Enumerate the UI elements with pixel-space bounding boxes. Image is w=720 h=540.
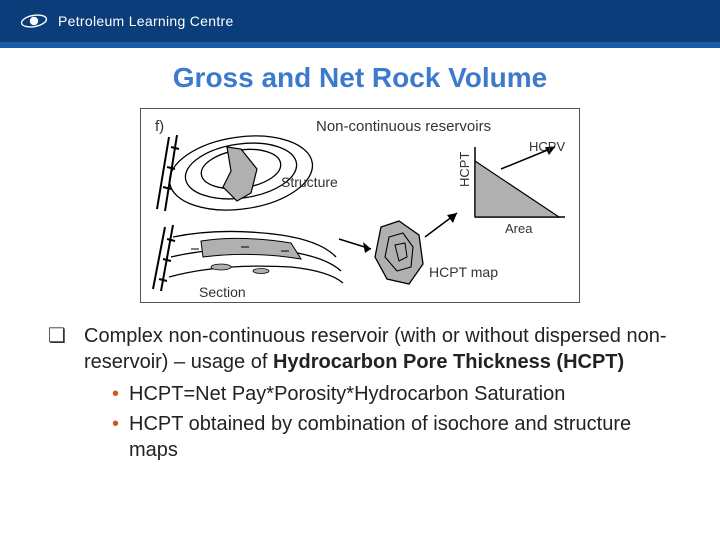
- sub-text-2: HCPT obtained by combination of isochore…: [129, 411, 672, 463]
- main-bullet-text: Complex non-continuous reservoir (with o…: [84, 323, 672, 375]
- hcpv-graph: [475, 147, 565, 217]
- panel-label: f): [155, 118, 164, 135]
- figure-svg: f) Non-continuous reservoirs Structure: [141, 109, 581, 304]
- main-bullet: ❏ Complex non-continuous reservoir (with…: [48, 323, 672, 375]
- logo-icon: [20, 7, 48, 35]
- sub-marker-1: •: [112, 381, 119, 407]
- structure-label: Structure: [281, 174, 338, 190]
- arrow-head-1: [363, 242, 371, 253]
- hcpt-axis-label: HCPT: [457, 152, 472, 187]
- sub-bullet-2: • HCPT obtained by combination of isocho…: [112, 411, 672, 463]
- arrow-head-2: [447, 213, 457, 223]
- sub-text-1: HCPT=Net Pay*Porosity*Hydrocarbon Satura…: [129, 381, 565, 407]
- main-text-bold: Hydrocarbon Pore Thickness (HCPT): [273, 351, 624, 373]
- structure-faults: [157, 135, 179, 211]
- non-continuous-label: Non-continuous reservoirs: [316, 118, 491, 135]
- figure-panel: f) Non-continuous reservoirs Structure: [140, 108, 580, 303]
- structure-body: [223, 147, 257, 201]
- sub-bullet-1: • HCPT=Net Pay*Porosity*Hydrocarbon Satu…: [112, 381, 672, 407]
- hcpt-map: [375, 221, 423, 284]
- main-bullet-marker: ❏: [48, 323, 66, 349]
- logo: Petroleum Learning Centre: [20, 7, 234, 35]
- section-label: Section: [199, 284, 246, 300]
- header-bar: Petroleum Learning Centre: [0, 0, 720, 48]
- hcpv-label: HCPV: [529, 139, 565, 154]
- brand-name: Petroleum Learning Centre: [58, 13, 234, 29]
- content: ❏ Complex non-continuous reservoir (with…: [0, 303, 720, 463]
- slide-title: Gross and Net Rock Volume: [0, 62, 720, 94]
- sub-marker-2: •: [112, 411, 119, 437]
- section-group: [169, 231, 343, 283]
- area-label: Area: [505, 221, 533, 236]
- hcpt-map-label: HCPT map: [429, 264, 498, 280]
- section-faults: [153, 225, 175, 291]
